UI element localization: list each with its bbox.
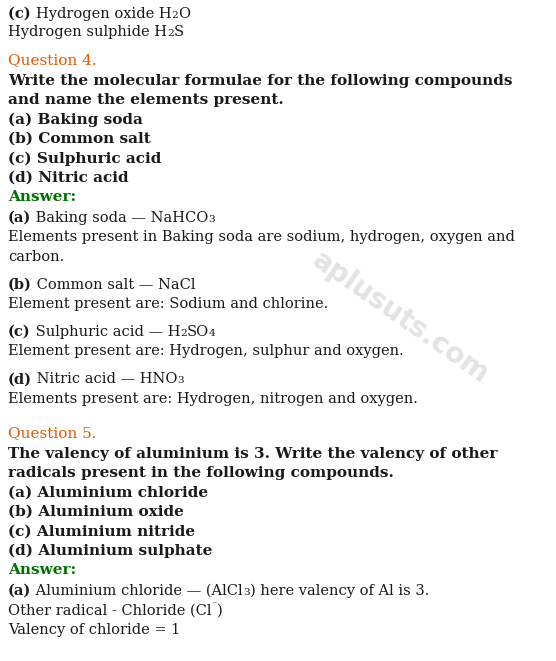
Text: (d): (d) xyxy=(8,372,32,387)
Text: S: S xyxy=(173,25,184,39)
Text: (c): (c) xyxy=(8,325,31,339)
Text: Nitric acid — HNO: Nitric acid — HNO xyxy=(32,372,177,387)
Text: (c): (c) xyxy=(8,7,36,21)
Text: Element present are: Sodium and chlorine.: Element present are: Sodium and chlorine… xyxy=(8,297,328,311)
Text: (c) Sulphuric acid: (c) Sulphuric acid xyxy=(8,151,161,166)
Text: (b) Aluminium oxide: (b) Aluminium oxide xyxy=(8,505,184,519)
Text: and name the elements present.: and name the elements present. xyxy=(8,93,284,107)
Text: Hydrogen sulphide H: Hydrogen sulphide H xyxy=(8,25,167,39)
Text: 2: 2 xyxy=(167,29,173,38)
Text: (c) Aluminium nitride: (c) Aluminium nitride xyxy=(8,524,195,539)
Text: Answer:: Answer: xyxy=(8,563,76,577)
Text: 4: 4 xyxy=(209,329,216,338)
Text: 3: 3 xyxy=(177,377,184,385)
Text: ) here valency of Al is 3.: ) here valency of Al is 3. xyxy=(250,584,429,598)
Text: carbon.: carbon. xyxy=(8,250,64,264)
Text: Elements present in Baking soda are sodium, hydrogen, oxygen and: Elements present in Baking soda are sodi… xyxy=(8,231,515,245)
Text: Valency of chloride = 1: Valency of chloride = 1 xyxy=(8,623,180,637)
Text: Aluminium chloride — (AlCl: Aluminium chloride — (AlCl xyxy=(31,584,243,598)
Text: ): ) xyxy=(217,603,223,617)
Text: Answer:: Answer: xyxy=(8,190,76,204)
Text: (d) Nitric acid: (d) Nitric acid xyxy=(8,171,128,185)
Text: Elements present are: Hydrogen, nitrogen and oxygen.: Elements present are: Hydrogen, nitrogen… xyxy=(8,392,418,406)
Text: Question 4.: Question 4. xyxy=(8,53,97,67)
Text: aplusuts.com: aplusuts.com xyxy=(307,246,494,389)
Text: Common salt — NaCl: Common salt — NaCl xyxy=(32,278,195,292)
Text: ⁻: ⁻ xyxy=(211,600,217,609)
Text: Sulphuric acid — H: Sulphuric acid — H xyxy=(31,325,180,339)
Text: (b): (b) xyxy=(8,278,32,292)
Text: radicals present in the following compounds.: radicals present in the following compou… xyxy=(8,466,394,480)
Text: Element present are: Hydrogen, sulphur and oxygen.: Element present are: Hydrogen, sulphur a… xyxy=(8,344,404,358)
Text: (a) Aluminium chloride: (a) Aluminium chloride xyxy=(8,486,208,500)
Text: Hydrogen oxide H: Hydrogen oxide H xyxy=(36,7,171,21)
Text: (a): (a) xyxy=(8,211,31,225)
Text: (b) Common salt: (b) Common salt xyxy=(8,132,151,146)
Text: 2: 2 xyxy=(180,329,187,338)
Text: (d) Aluminium sulphate: (d) Aluminium sulphate xyxy=(8,544,212,559)
Text: Question 5.: Question 5. xyxy=(8,426,97,440)
Text: O: O xyxy=(178,7,190,21)
Text: Baking soda — NaHCO: Baking soda — NaHCO xyxy=(31,211,208,225)
Text: (a): (a) xyxy=(8,584,31,598)
Text: Write the molecular formulae for the following compounds: Write the molecular formulae for the fol… xyxy=(8,73,513,88)
Text: 3: 3 xyxy=(208,215,215,224)
Text: The valency of aluminium is 3. Write the valency of other: The valency of aluminium is 3. Write the… xyxy=(8,447,498,461)
Text: Other radical - Chloride (Cl: Other radical - Chloride (Cl xyxy=(8,603,211,617)
Text: 3: 3 xyxy=(243,588,250,597)
Text: SO: SO xyxy=(187,325,209,339)
Text: (a) Baking soda: (a) Baking soda xyxy=(8,112,143,127)
Text: 2: 2 xyxy=(171,11,178,20)
